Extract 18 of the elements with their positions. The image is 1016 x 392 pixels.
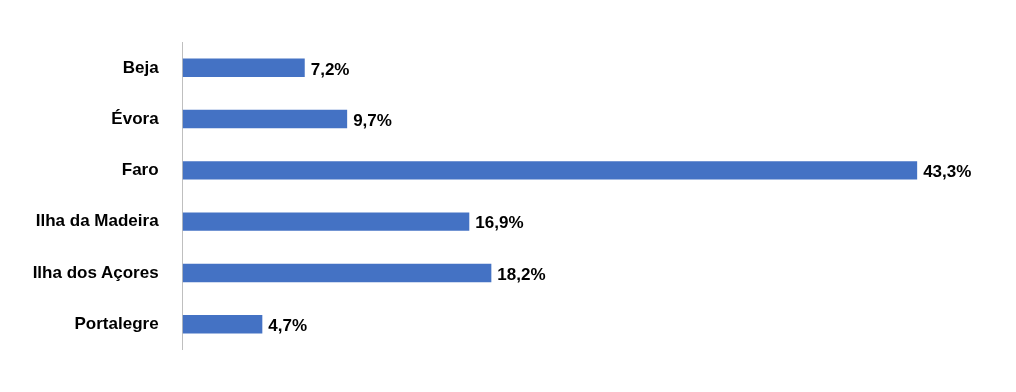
data-label: 16,9%: [475, 213, 524, 233]
y-tick-label: Ilha dos Açores: [32, 262, 159, 282]
bar: [182, 58, 305, 78]
bar: [182, 212, 470, 231]
data-label: 43,3%: [923, 162, 972, 182]
bar: [182, 314, 263, 334]
data-label: 4,7%: [268, 315, 308, 335]
bar: [182, 161, 918, 180]
data-label: 7,2%: [310, 59, 350, 79]
y-tick-label: Ilha da Madeira: [35, 211, 160, 231]
y-tick-label: Faro: [121, 160, 159, 180]
y-tick-label: Beja: [122, 57, 160, 77]
data-label: 9,7%: [353, 110, 392, 130]
data-label: 18,2%: [497, 264, 546, 284]
y-tick-label: Portalegre: [74, 313, 159, 333]
bar: [182, 109, 348, 129]
bar: [182, 263, 492, 283]
y-tick-label: Évora: [111, 108, 160, 128]
